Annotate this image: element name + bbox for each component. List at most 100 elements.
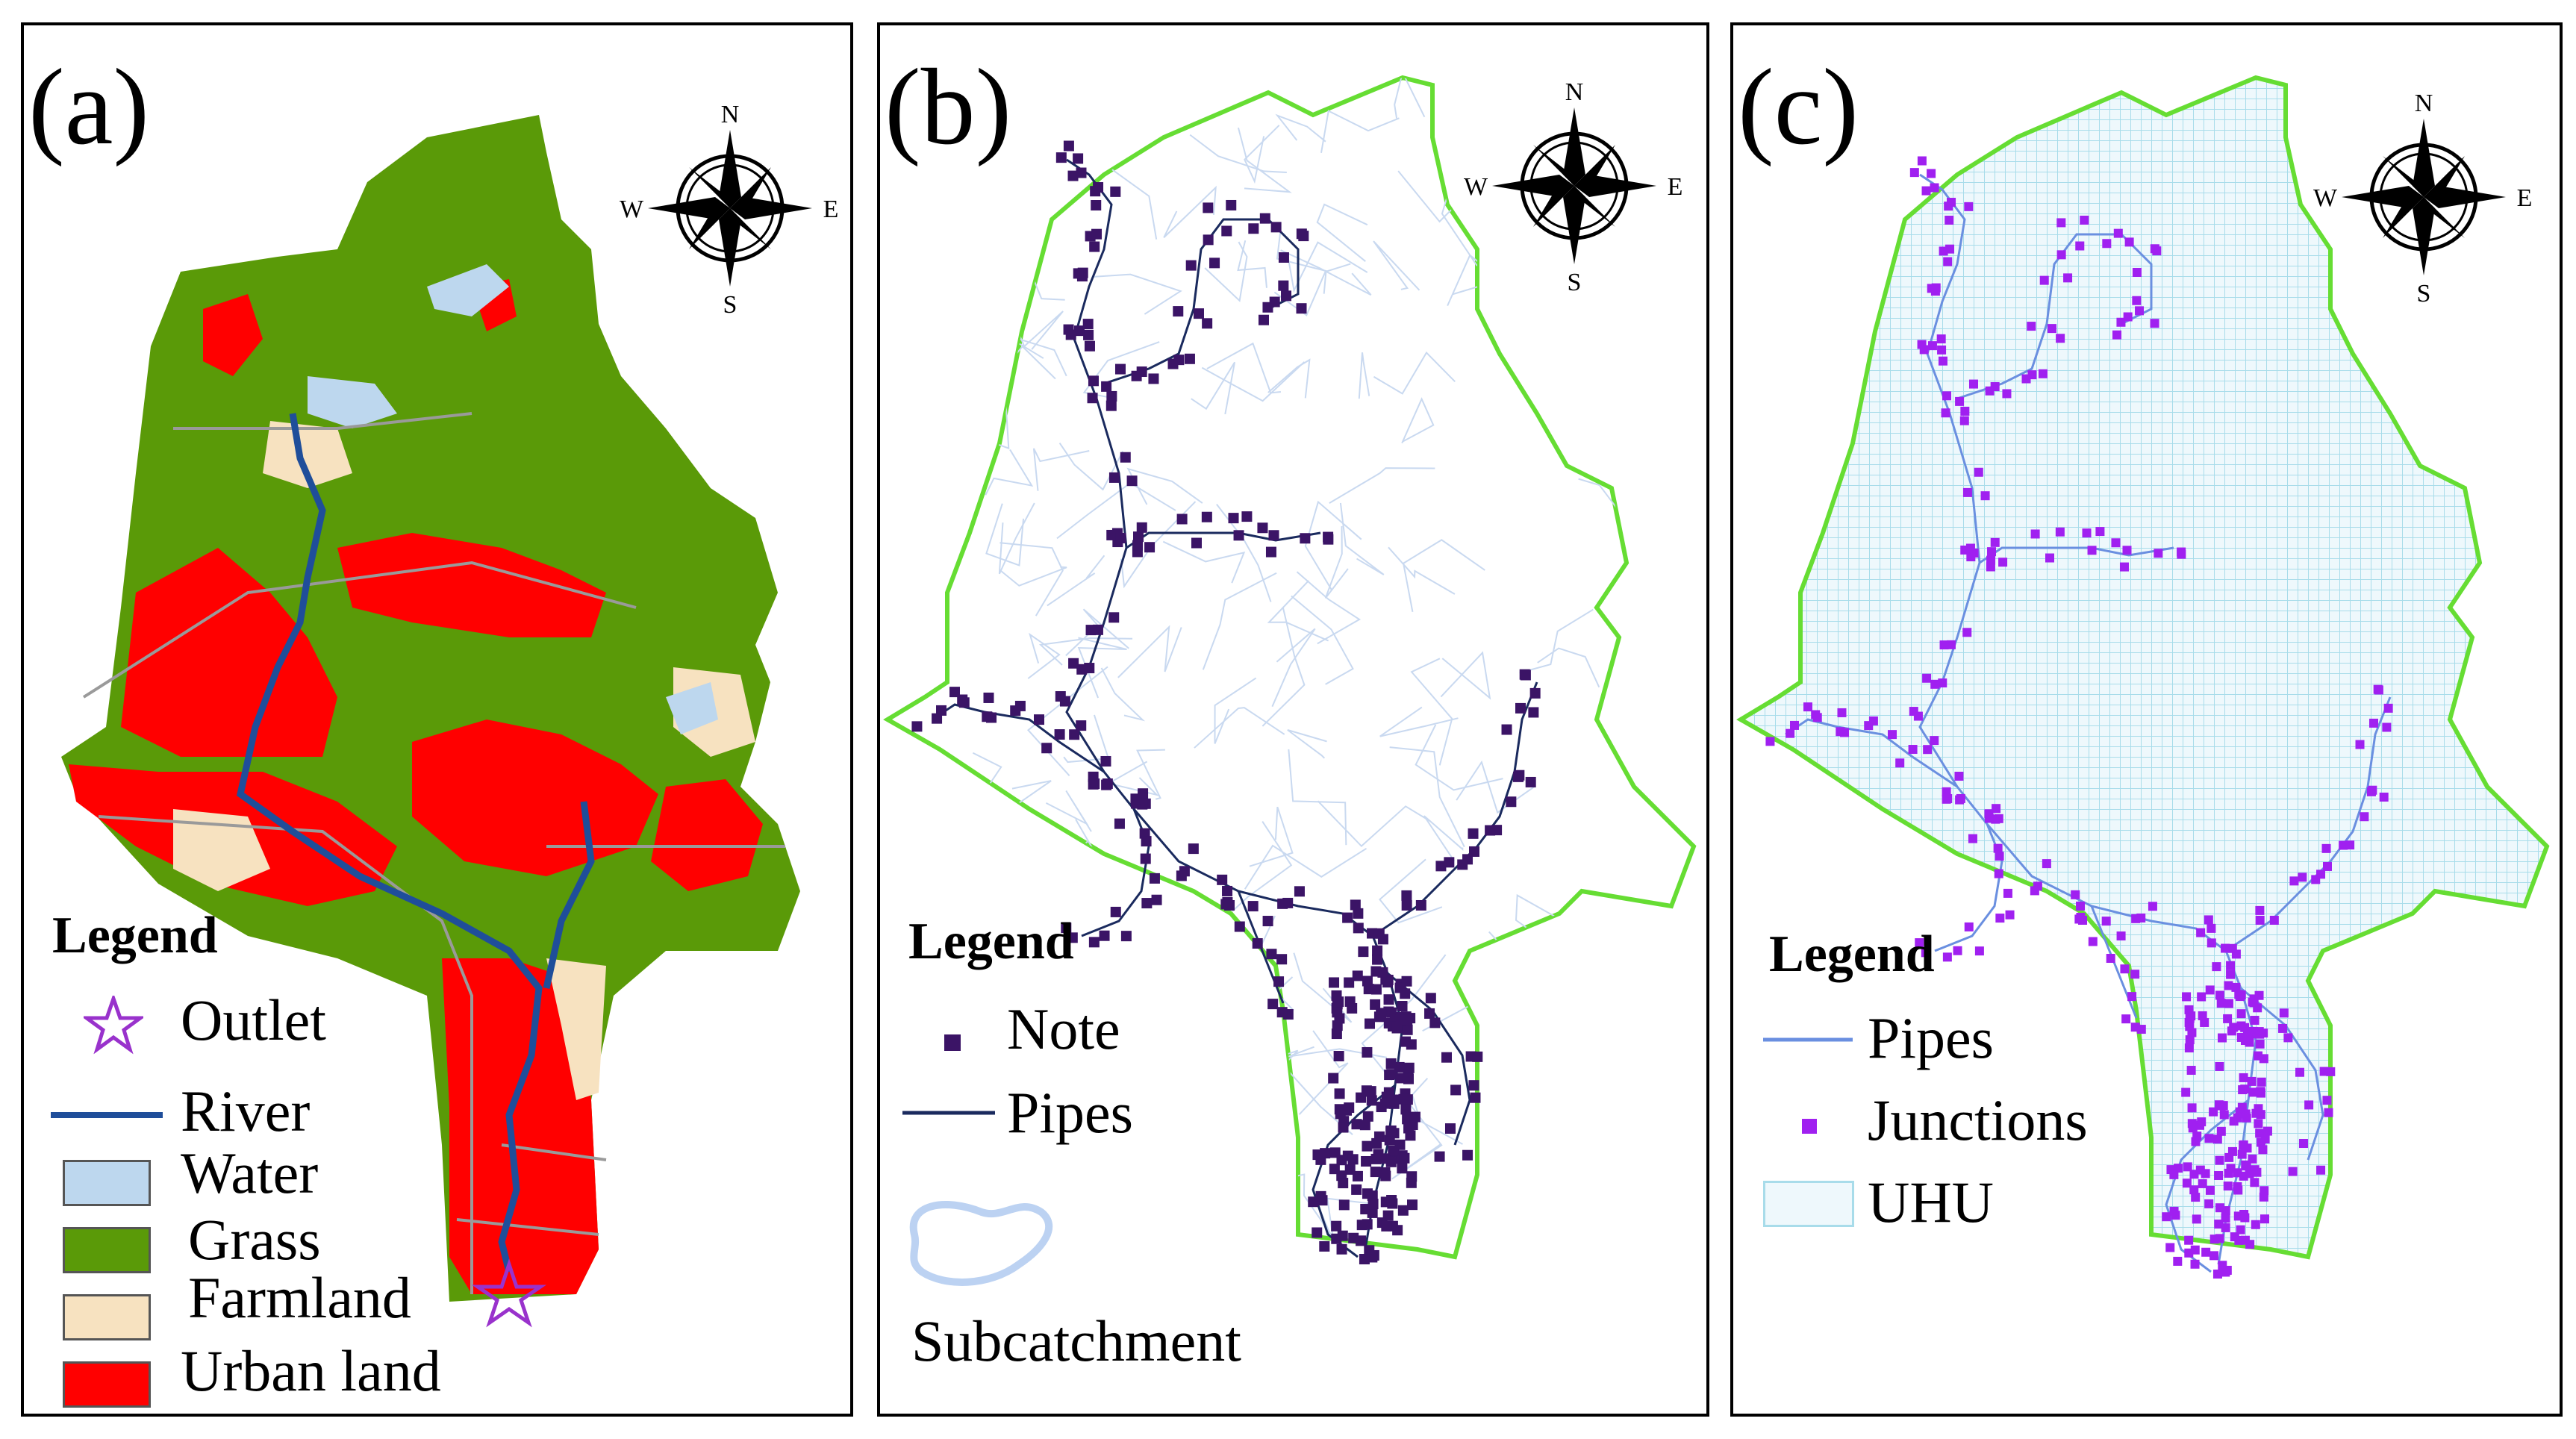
pipe-node [2113,228,2123,238]
pipe-node [2135,306,2145,316]
pipe-node [1338,1178,1349,1189]
pipe-node [1435,861,1447,872]
pipe-node [1335,1108,1346,1120]
pipe-node [1088,937,1100,948]
pipe-node [2087,546,2097,555]
pipe-node [1406,1199,1418,1211]
pipe-node [2233,1182,2242,1191]
pipe-node [2121,1014,2131,1024]
pipe-node [2196,928,2206,937]
legend-subcatchment: Subcatchment [911,1308,1241,1373]
pipe-node [1361,1155,1372,1167]
pipe-node [1312,1227,1323,1238]
panel-b-pipe-network: (b) N S W E Legend Note Pipes Subcatchme… [877,22,1709,1417]
pipe-nodes [911,140,1541,1265]
pipe-node [1108,612,1120,623]
pipe-node [2257,1088,2266,1098]
pipe-node [1939,640,1949,650]
pipe-node [1450,1084,1462,1096]
pipe-node [2111,538,2121,548]
pipe-node [2289,876,2299,886]
pipe-node [2218,1033,2227,1043]
pipe-node [2047,324,2056,334]
pipe-node [1281,290,1292,302]
pipe-node [1441,1052,1453,1063]
pipe-node [1273,976,1285,987]
pipe-node [2226,970,2236,979]
pipe-node [1350,899,1361,911]
subcatchment-edge [1488,931,1535,1006]
pipe-node [2212,1270,2222,1279]
pipe-node [1085,625,1097,636]
pipe-node [2248,1087,2258,1097]
subcatchment-edge [1402,539,1485,612]
pipe-node [2215,1061,2224,1071]
pipe-node [2056,334,2065,343]
pipe-node [1399,1152,1410,1164]
legend-urban-land: Urban land [181,1338,441,1403]
outlet-star [471,1258,547,1328]
pipe-node [1342,912,1353,923]
pipe-node [2005,910,2015,920]
water-swatch [63,1160,151,1206]
pipe-node [1089,778,1100,789]
pipe-node [2189,1185,2199,1195]
pipe-node [2237,1149,2247,1159]
pipe-node [1228,513,1239,524]
pipe-node [1962,628,1972,637]
pipe-node [1923,745,1933,755]
subcatchment-edge [1324,526,1349,599]
pipe-node [2212,962,2221,972]
pipe-node [2248,997,2257,1007]
pipe-node [1344,996,1356,1007]
pipe-node [1269,296,1280,308]
pipe-node [1173,306,1184,317]
pipe-node [1106,529,1117,540]
panel-c-uhu-grid: (c) N S W E Legend Pipes Junctions UHU [1730,22,2563,1417]
pipe-node [2174,1164,2183,1173]
subcatchment-edge [985,449,1034,496]
pipe-node [2130,970,2140,979]
pipe-node [1233,530,1244,541]
pipe-node [1382,1210,1394,1221]
pipe-node [1388,1094,1399,1105]
pipe-node [1120,452,1131,463]
pipe-node [1298,231,1309,242]
pipe-node [1528,707,1539,718]
subcatchment-edge [1047,555,1105,607]
pipe-node [1888,730,1897,740]
pipe-node [2201,1169,2210,1179]
pipe-node [2182,1179,2192,1188]
pipe-node [1076,664,1088,675]
watershed-boundary [1736,75,2550,1260]
panel-label-b: (b) [885,46,1012,167]
pipe-node [2186,1066,2196,1076]
pipe-node [1968,379,1978,389]
pipe-node [1400,1104,1412,1115]
pipe-node [1089,241,1100,252]
subcatchment-edge [1058,443,1124,491]
pipe-node [2123,312,2133,322]
river-line [236,413,543,1273]
subcatchment-edge [1214,677,1257,744]
pipe-node [1964,202,1974,211]
pipe-node [2251,1220,2260,1229]
pipe-node [1141,836,1152,847]
pipe-segment [1956,233,2153,400]
pipe-node [1370,966,1382,977]
pipe-node [1415,899,1426,911]
subcatchment-edge [1237,240,1267,288]
pipe-node [2221,1214,2230,1223]
pipe-node [1359,1254,1370,1265]
pipe-node [1968,834,1977,843]
farmland-area [263,421,352,488]
subcatchment-edge [1047,82,1099,169]
pipe-node [1366,1095,1377,1106]
pipe-node [1352,970,1363,981]
pipe-node [1424,1008,1435,1019]
pipe-node [2236,1009,2246,1019]
pipe-node [1110,186,1121,197]
subcatchment-edge [1291,595,1354,685]
subcatchment-edge [1271,628,1316,708]
pipe-node [2248,1154,2257,1164]
